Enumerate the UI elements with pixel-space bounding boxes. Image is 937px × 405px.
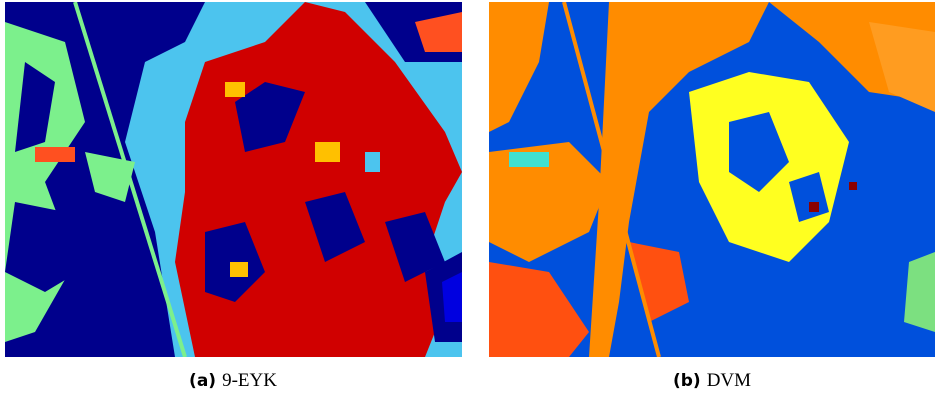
classification-map-a	[5, 2, 462, 357]
region	[225, 82, 245, 97]
region	[315, 142, 340, 162]
caption-b: (b) DVM	[673, 370, 751, 392]
classification-map-b	[489, 2, 935, 357]
panel-label: (a)	[189, 371, 216, 391]
caption-a: (a) 9-EYK	[189, 370, 277, 392]
region	[509, 152, 549, 167]
caption-text: 9-EYK	[222, 370, 277, 391]
region	[35, 147, 75, 162]
region	[365, 152, 380, 172]
panel-label: (b)	[673, 371, 701, 391]
region	[849, 182, 857, 190]
figure-page: (a)9-EYK (b)DVM (() => { const data = JS…	[0, 0, 937, 405]
region	[809, 202, 819, 212]
caption-text: DVM	[707, 370, 751, 391]
region	[230, 262, 248, 277]
